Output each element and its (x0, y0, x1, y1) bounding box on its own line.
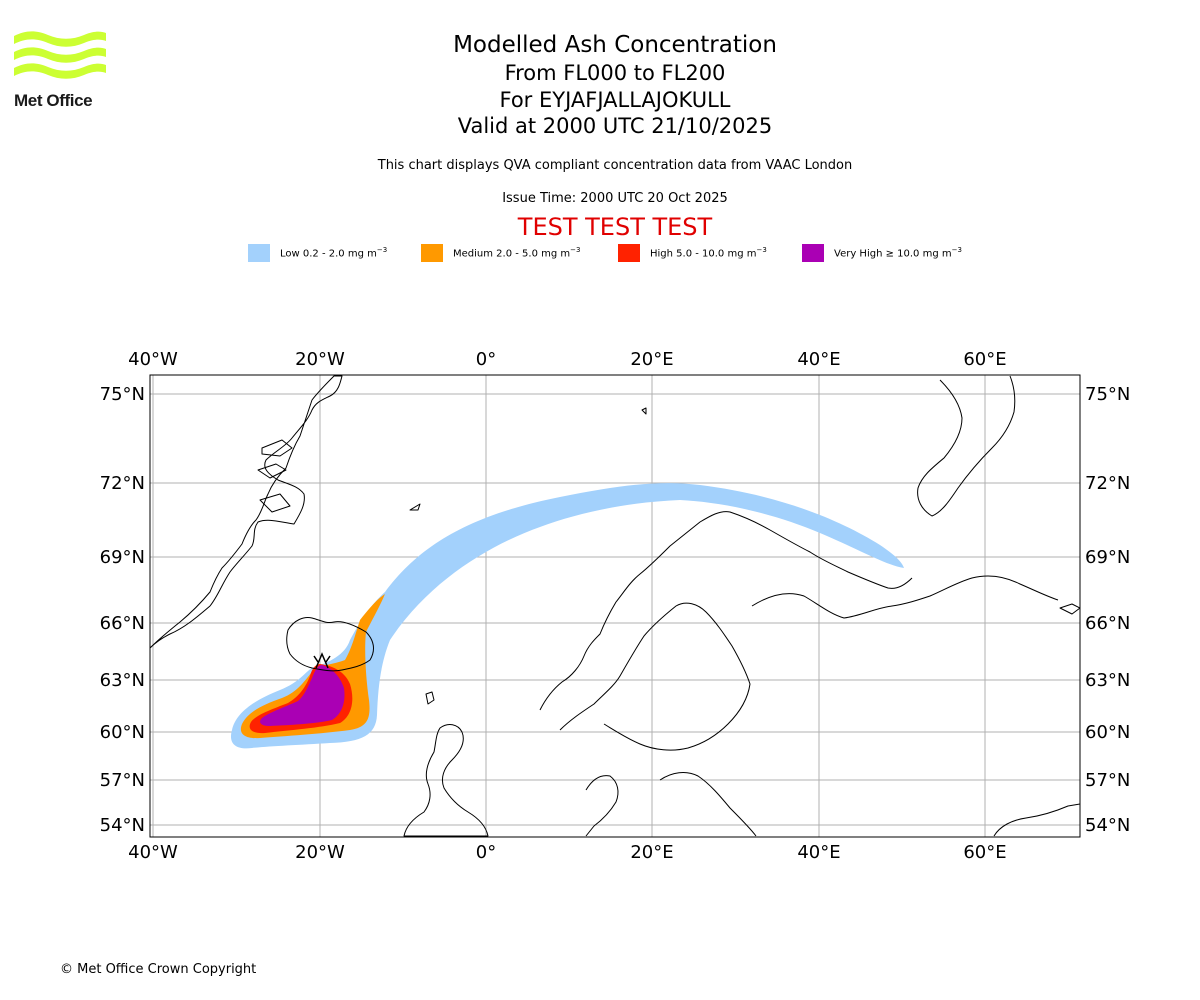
lon-label-bottom-20e: 20°E (630, 842, 673, 863)
volcano-symbol (313, 652, 331, 669)
flight-level-title: From FL000 to FL200 (504, 61, 726, 85)
map-frame (149, 374, 1081, 838)
coastline-iceland (286, 617, 374, 672)
coastline-greenland (150, 375, 343, 649)
lon-label-bottom-20w: 20°W (295, 842, 345, 863)
coastline-jan-mayen (409, 503, 421, 511)
legend-label-medium: Medium 2.0 - 5.0 mg m−3 (453, 246, 581, 260)
chart-description: This chart displays QVA compliant concen… (377, 158, 853, 173)
lat-label-left-57n: 57°N (100, 770, 145, 791)
lat-label-left-60n: 60°N (100, 722, 145, 743)
lat-label-left-66n: 66°N (100, 613, 145, 634)
lat-label-left-75n: 75°N (100, 384, 145, 405)
coastline-bear-island (641, 407, 647, 415)
coastline-kola-white-sea (751, 575, 1059, 619)
ash-area-very-high (260, 665, 345, 726)
lat-label-left-69n: 69°N (100, 547, 145, 568)
lon-labels-bottom: 40°W 20°W 0° 20°E 40°E 60°E (128, 842, 1006, 863)
legend-swatch-high (618, 244, 640, 262)
coastline-baltic (659, 772, 757, 837)
lat-label-right-72n: 72°N (1085, 473, 1130, 494)
lat-label-left-63n: 63°N (100, 670, 145, 691)
lon-label-top-40e: 40°E (797, 349, 840, 370)
logo-waves-icon (14, 31, 106, 79)
lat-label-right-60n: 60°N (1085, 722, 1130, 743)
lon-label-bottom-40w: 40°W (128, 842, 178, 863)
legend-swatch-low (248, 244, 270, 262)
lat-label-right-75n: 75°N (1085, 384, 1130, 405)
lon-label-top-20w: 20°W (295, 349, 345, 370)
legend-swatch-medium (421, 244, 443, 262)
legend-label-low: Low 0.2 - 2.0 mg m−3 (280, 246, 388, 260)
issue-time: Issue Time: 2000 UTC 20 Oct 2025 (502, 191, 728, 206)
lon-labels-top: 40°W 20°W 0° 20°E 40°E 60°E (128, 349, 1006, 370)
chart-titles: Modelled Ash Concentration From FL000 to… (315, 30, 915, 140)
legend-label-high: High 5.0 - 10.0 mg m−3 (650, 246, 767, 260)
lon-label-top-0: 0° (476, 349, 496, 370)
coastline-faroes (425, 691, 435, 705)
coastline-east (993, 803, 1080, 837)
lon-label-bottom-40e: 40°E (797, 842, 840, 863)
lon-label-top-40w: 40°W (128, 349, 178, 370)
lat-label-right-54n: 54°N (1085, 815, 1130, 836)
legend-label-very-high: Very High ≥ 10.0 mg m−3 (834, 246, 962, 260)
valid-time-title: Valid at 2000 UTC 21/10/2025 (457, 114, 773, 138)
copyright-notice: © Met Office Crown Copyright (60, 962, 257, 977)
lat-labels-right: 75°N 72°N 69°N 66°N 63°N 60°N 57°N 54°N (1085, 384, 1130, 836)
lat-label-right-63n: 63°N (1085, 670, 1130, 691)
map-gridlines (150, 375, 1080, 837)
coastline-greenland-fjords (257, 439, 293, 513)
met-office-logo: Met Office (14, 30, 110, 112)
lat-label-left-72n: 72°N (100, 473, 145, 494)
coastline-britain (403, 724, 489, 837)
legend-swatch-very-high (802, 244, 824, 262)
coastline-novaya-zemlya (917, 375, 1016, 517)
coastlines (150, 375, 1080, 837)
logo-text: Met Office (14, 91, 93, 110)
lat-label-right-57n: 57°N (1085, 770, 1130, 791)
coastline-east-islands (1059, 603, 1080, 615)
lat-label-right-69n: 69°N (1085, 547, 1130, 568)
coastline-denmark (585, 775, 619, 837)
coastline-norway (539, 511, 913, 711)
test-banner: TEST TEST TEST (517, 213, 713, 241)
lon-label-bottom-60e: 60°E (963, 842, 1006, 863)
coastline-sweden-finland (559, 602, 751, 751)
lon-label-bottom-0: 0° (476, 842, 496, 863)
volcano-title: For EYJAFJALLAJOKULL (499, 87, 731, 112)
volcano-marker (313, 652, 331, 669)
lon-label-top-20e: 20°E (630, 349, 673, 370)
lat-labels-left: 75°N 72°N 69°N 66°N 63°N 60°N 57°N 54°N (100, 384, 145, 836)
lat-label-left-54n: 54°N (100, 815, 145, 836)
lon-label-top-60e: 60°E (963, 349, 1006, 370)
lat-label-right-66n: 66°N (1085, 613, 1130, 634)
main-title: Modelled Ash Concentration (453, 32, 777, 58)
